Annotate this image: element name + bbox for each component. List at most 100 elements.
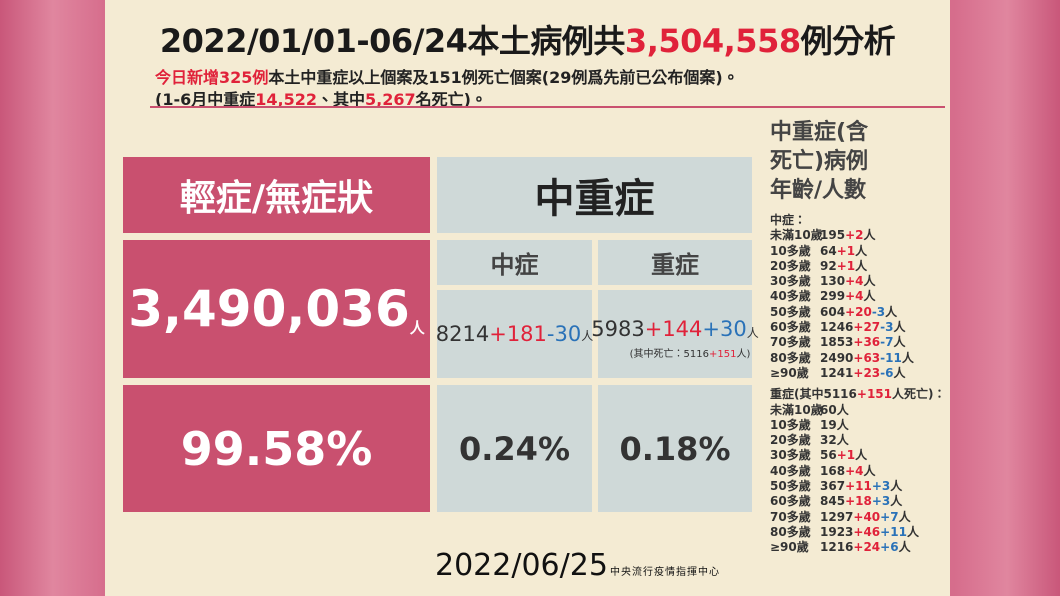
age: 10多歲 (770, 417, 811, 432)
moderate-count: 8214+181-30 (436, 322, 581, 346)
unit: 人 (746, 325, 759, 340)
text-part: 19 (820, 417, 837, 432)
unit: 人 (890, 494, 903, 509)
text-part: +2 (845, 228, 864, 243)
unit: 人 (906, 524, 919, 539)
text-part: 1241 (820, 365, 854, 380)
text-part: 60 (820, 402, 837, 417)
subtitle-line: (1-6月中重症14,522、其中5,267名死亡)。 (155, 86, 487, 110)
unit: 人 (898, 509, 911, 524)
unit: 人 (863, 274, 876, 289)
moderate-pct: 0.24% (437, 385, 592, 512)
age-row: 10多歲 19人 (770, 418, 950, 433)
organization: 中央流行疫情指揮中心 (610, 567, 720, 578)
side-title-line: 年齡/人數 (770, 178, 867, 203)
age: 未滿10歲 (770, 228, 823, 243)
text-part: 本土中重症以上個案及151例死亡個案(29例爲先前已公布個案)。 (268, 68, 739, 87)
age: 30多歲 (770, 448, 811, 463)
unit: 人 (836, 433, 849, 448)
text-part: +1 (836, 258, 856, 273)
age: 60多歲 (770, 320, 811, 335)
subtitle-line: 今日新增325例本土中重症以上個案及151例死亡個案(29例爲先前已公布個案)。 (155, 64, 739, 88)
text-part: +18 (845, 494, 872, 509)
unit: 人 (836, 417, 849, 432)
text-part: +40 (853, 509, 881, 524)
side-title-line: 死亡)病例 (770, 149, 869, 174)
text-part: 重症(其中5116 (770, 387, 857, 402)
title: 2022/01/01-06/24本土病例共3,504,558例分析 (105, 16, 950, 62)
text-part: 1216 (820, 540, 854, 555)
text-part: +30 (702, 316, 747, 341)
text-part: 195 (820, 228, 846, 243)
mild-count-cell: 3,490,036 人 (123, 240, 430, 378)
unit: 人 (898, 540, 911, 555)
unit: 人 (863, 228, 876, 243)
text-part: +24 (853, 540, 881, 555)
unit: 人 (885, 304, 898, 319)
age-row: 20多歲 92+1人 (770, 259, 950, 274)
unit: 人 (836, 402, 849, 417)
text-part: -30 (546, 322, 582, 346)
age: 80多歲 (770, 350, 811, 365)
text-part: 名死亡)。 (415, 90, 487, 109)
age: ≥90歲 (770, 540, 809, 555)
text-part: 例分析 (800, 22, 896, 60)
age: 70多歲 (770, 509, 811, 524)
text-part: +144 (644, 316, 703, 341)
text-part: +23 (853, 365, 881, 380)
age: 20多歲 (770, 433, 811, 448)
text-part: -3 (871, 304, 886, 319)
mild-label: 輕症/無症狀 (123, 157, 430, 233)
text-part: 中症： (770, 213, 807, 227)
text-part: +36 (853, 335, 881, 350)
text-part: 604 (820, 304, 846, 319)
age: ≥90歲 (770, 365, 809, 380)
text-part: 130 (820, 274, 846, 289)
text-part: 1923 (820, 524, 854, 539)
section-heading: 重症(其中5116+151人死亡)： (770, 387, 950, 402)
age-row: 60多歲 845+18+3人 (770, 494, 950, 509)
critical-block: 重症(其中5116+151人死亡)： 未滿10歲60人 10多歲 19人 20多歲 32人… (770, 387, 950, 555)
text-part: +181 (489, 322, 547, 346)
text-part: +11 (845, 479, 872, 494)
critical-count: 5983+144+30 (591, 317, 746, 341)
text-part: -3 (880, 320, 894, 335)
moderate-block: 中症： 未滿10歲195+2人 10多歲 64+1人 20多歲 92+1人 30多歲 130+… (770, 213, 950, 381)
side-title-line: 中重症(含 (770, 120, 869, 145)
text-part: +151 (708, 348, 737, 360)
age: 50多歲 (770, 479, 811, 494)
unit: 人 (901, 350, 914, 365)
text-part: +1 (836, 448, 856, 463)
text-part: +4 (845, 274, 864, 289)
unit: 人 (863, 289, 876, 304)
unit: 人 (855, 258, 868, 273)
text-part: 1853 (820, 335, 854, 350)
text-part: 、其中 (316, 90, 365, 109)
unit: 人 (855, 243, 868, 258)
text-part: (1-6月中重症 (155, 90, 256, 109)
age-row: 10多歲 64+1人 (770, 244, 950, 259)
unit: 人 (893, 335, 906, 350)
text-part: +20 (845, 304, 872, 319)
age-row: 40多歲 168+4人 (770, 464, 950, 479)
critical-count-cell: 5983+144+30 人 (其中死亡：5116+151人) (591, 290, 759, 378)
text-part: +6 (880, 540, 899, 555)
age-row: ≥90歲 1241+23-6人 (770, 366, 950, 381)
side-title: 中重症(含死亡)病例年齡/人數 (770, 118, 950, 205)
text-part: -6 (880, 365, 894, 380)
age-row: 60多歲 1246+27-3人 (770, 320, 950, 335)
age: 20多歲 (770, 258, 811, 273)
date: 2022/06/25 (435, 548, 608, 583)
section-heading: 中症： (770, 213, 950, 228)
unit: 人 (893, 320, 906, 335)
age-row: 30多歲 130+4人 (770, 274, 950, 289)
text-part: 56 (820, 448, 837, 463)
age: 30多歲 (770, 274, 811, 289)
text-part: 64 (820, 243, 837, 258)
divider (150, 106, 945, 108)
text-part: 845 (820, 494, 846, 509)
text-part: 367 (820, 479, 846, 494)
age: 未滿10歲 (770, 402, 823, 417)
